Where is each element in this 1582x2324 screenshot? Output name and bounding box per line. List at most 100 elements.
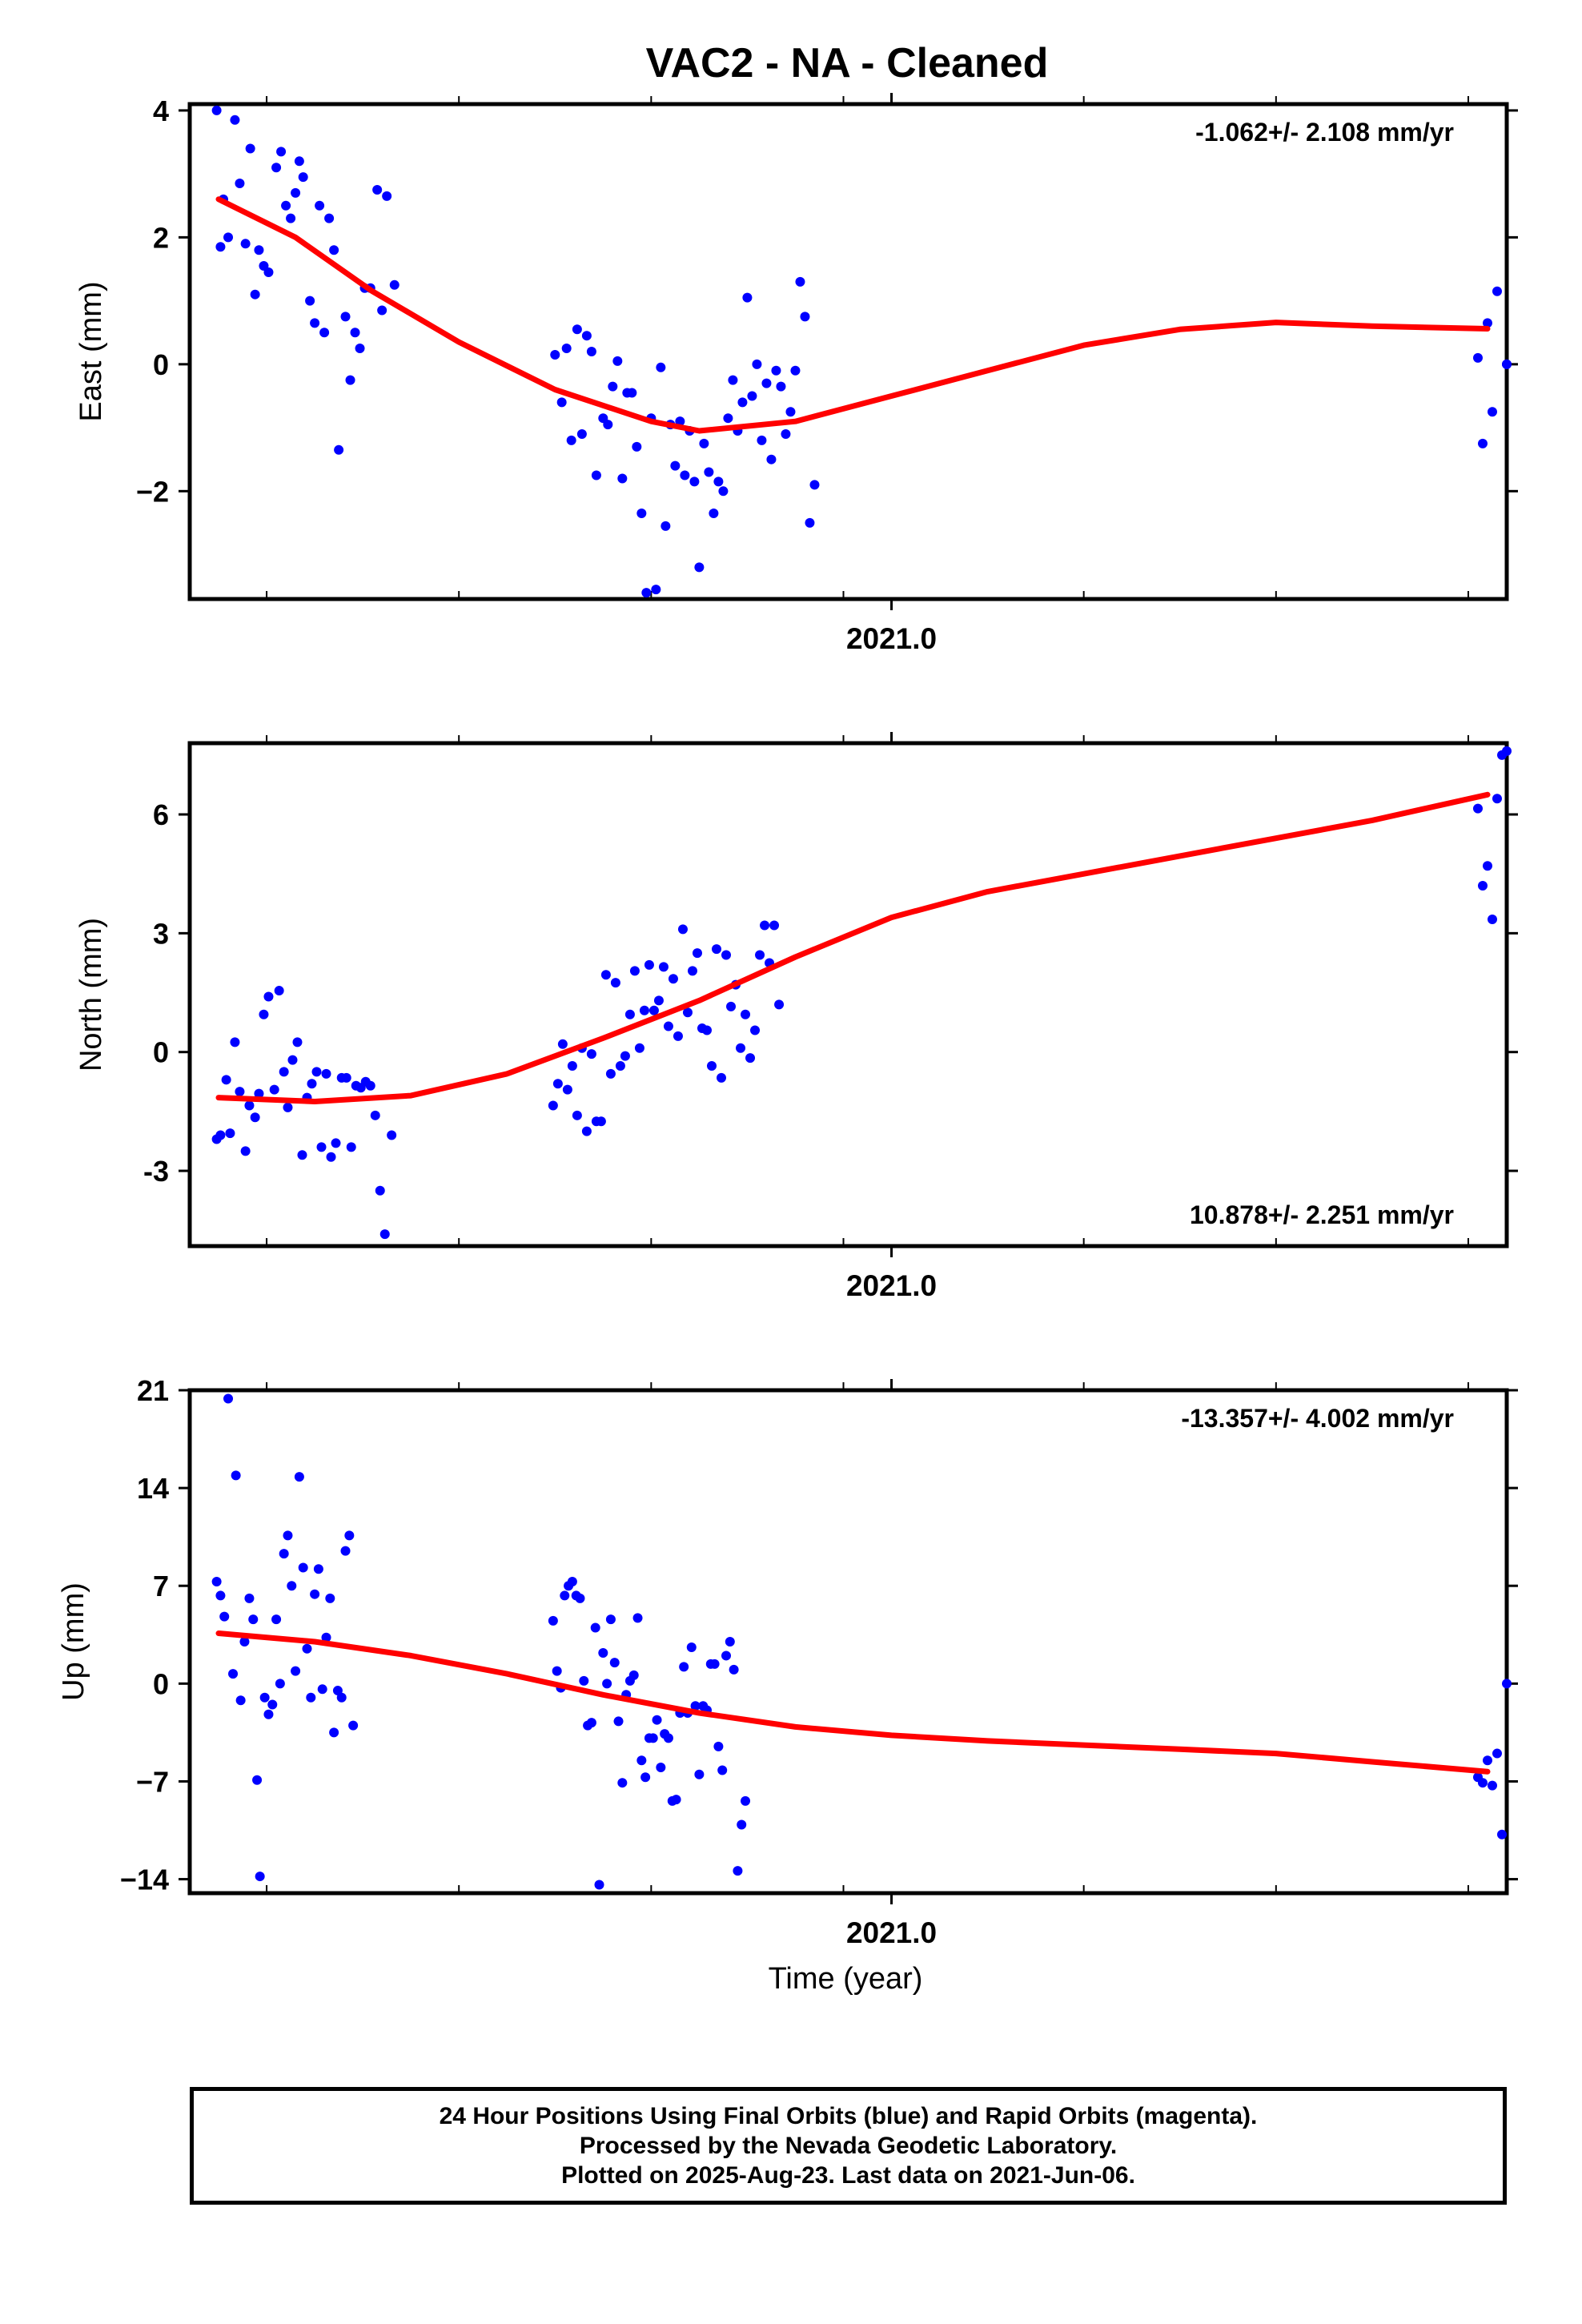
data-point bbox=[680, 470, 690, 480]
data-point bbox=[350, 328, 360, 338]
data-point bbox=[240, 1146, 251, 1156]
data-point bbox=[316, 1142, 327, 1152]
data-point bbox=[269, 1084, 279, 1095]
data-point bbox=[704, 467, 714, 477]
footer-line-2: Processed by the Nevada Geodetic Laborat… bbox=[579, 2133, 1118, 2159]
data-point bbox=[230, 115, 240, 125]
data-point bbox=[310, 1589, 320, 1599]
data-point bbox=[687, 966, 697, 976]
data-point bbox=[609, 1658, 620, 1668]
data-point bbox=[331, 1138, 341, 1148]
data-point bbox=[679, 1662, 689, 1672]
y-axis-label: North (mm) bbox=[74, 918, 108, 1072]
data-point bbox=[639, 1005, 649, 1015]
data-point bbox=[287, 1055, 298, 1065]
data-point bbox=[733, 1866, 743, 1876]
data-point bbox=[663, 1021, 673, 1031]
data-point bbox=[561, 344, 572, 354]
data-point bbox=[341, 1072, 351, 1083]
data-point bbox=[1487, 915, 1497, 925]
data-point bbox=[701, 1025, 712, 1035]
data-point bbox=[365, 1080, 375, 1091]
data-point bbox=[692, 948, 702, 959]
data-point bbox=[617, 1778, 628, 1788]
data-point bbox=[632, 1613, 643, 1623]
data-point bbox=[252, 1775, 263, 1785]
data-point bbox=[721, 1651, 732, 1661]
data-point bbox=[291, 1666, 301, 1676]
data-point bbox=[594, 1880, 604, 1890]
data-point bbox=[1487, 1780, 1497, 1791]
y-tick-label: 21 bbox=[137, 1374, 169, 1407]
data-point bbox=[263, 991, 274, 1002]
data-point bbox=[636, 1755, 647, 1766]
data-point bbox=[348, 1720, 359, 1731]
data-point bbox=[615, 1061, 625, 1072]
data-point bbox=[306, 1692, 316, 1703]
data-point bbox=[1477, 881, 1488, 891]
data-point bbox=[661, 521, 671, 531]
data-point bbox=[228, 1669, 239, 1679]
data-point bbox=[1492, 286, 1502, 296]
data-point bbox=[612, 356, 623, 366]
data-point bbox=[340, 1546, 351, 1556]
data-point bbox=[790, 365, 801, 376]
data-point bbox=[572, 324, 582, 335]
data-point bbox=[644, 959, 654, 970]
data-point bbox=[389, 279, 400, 290]
footer-line-1: 24 Hour Positions Using Final Orbits (bl… bbox=[439, 2103, 1258, 2129]
data-point bbox=[215, 1590, 226, 1601]
data-point bbox=[219, 1611, 230, 1622]
data-point bbox=[211, 1576, 222, 1586]
north-panel: 6 3 0 -3 2021.0 North (mm) 10.878+/- 2.251 mm/… bbox=[74, 732, 1518, 1302]
data-point bbox=[317, 1684, 327, 1695]
data-point bbox=[225, 1128, 235, 1139]
data-point bbox=[560, 1590, 570, 1601]
data-point bbox=[556, 397, 567, 408]
data-point bbox=[620, 1051, 630, 1061]
data-point bbox=[548, 1100, 558, 1111]
data-point bbox=[334, 444, 344, 455]
data-point bbox=[263, 267, 274, 277]
data-point bbox=[271, 1614, 282, 1625]
data-point bbox=[713, 1741, 724, 1751]
data-point bbox=[244, 1593, 255, 1603]
data-point bbox=[686, 1642, 697, 1652]
y-tick-label: 0 bbox=[153, 1036, 169, 1069]
data-point bbox=[726, 1001, 737, 1011]
data-point bbox=[340, 312, 351, 322]
y-tick-label: 14 bbox=[137, 1472, 169, 1505]
data-point bbox=[375, 1185, 385, 1196]
data-point bbox=[279, 1549, 289, 1559]
x-tick-label: 2021.0 bbox=[846, 622, 937, 655]
data-point bbox=[1472, 352, 1483, 363]
data-point bbox=[750, 1025, 761, 1035]
data-point bbox=[254, 245, 264, 255]
data-point bbox=[721, 950, 732, 960]
data-point bbox=[809, 480, 820, 490]
data-point bbox=[294, 1472, 304, 1482]
data-point bbox=[294, 156, 304, 167]
data-point bbox=[286, 213, 296, 223]
data-point bbox=[567, 1061, 577, 1072]
data-point bbox=[603, 420, 613, 430]
data-point bbox=[670, 460, 681, 471]
up-panel: 21 14 7 0 −7 −14 2021.0 Up (mm) -13.357+/- 4.002… bbox=[57, 1374, 1518, 1949]
data-point bbox=[1502, 1679, 1512, 1689]
data-point bbox=[656, 1763, 666, 1772]
data-point bbox=[761, 378, 772, 388]
data-point bbox=[292, 1037, 303, 1047]
data-point bbox=[1487, 407, 1497, 417]
data-point bbox=[596, 1116, 606, 1127]
data-point bbox=[250, 289, 260, 300]
data-point bbox=[591, 470, 601, 480]
data-point bbox=[557, 1039, 568, 1049]
data-point bbox=[223, 1393, 234, 1404]
data-point bbox=[771, 365, 781, 376]
data-point bbox=[276, 147, 287, 157]
y-tick-label: -3 bbox=[143, 1155, 169, 1188]
data-point bbox=[307, 1079, 317, 1089]
data-point bbox=[755, 950, 765, 960]
data-point bbox=[781, 429, 791, 439]
data-point bbox=[613, 1716, 624, 1727]
